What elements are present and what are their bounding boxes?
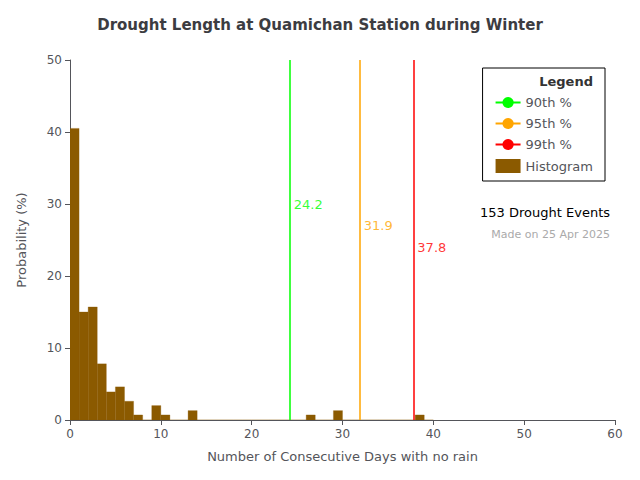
svg-text:153 Drought Events: 153 Drought Events xyxy=(480,205,610,220)
svg-text:10: 10 xyxy=(47,341,62,355)
svg-text:95th %: 95th % xyxy=(526,116,572,131)
svg-text:10: 10 xyxy=(153,427,168,441)
svg-text:50: 50 xyxy=(47,53,62,67)
svg-text:20: 20 xyxy=(47,269,62,283)
svg-text:99th %: 99th % xyxy=(526,137,572,152)
svg-text:Number of Consecutive Days wit: Number of Consecutive Days with no rain xyxy=(207,449,478,464)
svg-text:Probability (%): Probability (%) xyxy=(14,192,29,287)
svg-text:Histogram: Histogram xyxy=(526,159,593,174)
svg-text:30: 30 xyxy=(47,197,62,211)
svg-text:40: 40 xyxy=(47,125,62,139)
svg-text:50: 50 xyxy=(517,427,532,441)
svg-text:40: 40 xyxy=(426,427,441,441)
svg-text:90th %: 90th % xyxy=(526,95,572,110)
svg-text:37.8: 37.8 xyxy=(417,240,446,255)
svg-text:60: 60 xyxy=(607,427,622,441)
svg-text:20: 20 xyxy=(244,427,259,441)
svg-text:24.2: 24.2 xyxy=(294,197,323,212)
svg-text:Made on 25 Apr 2025: Made on 25 Apr 2025 xyxy=(491,228,610,241)
svg-text:0: 0 xyxy=(66,427,74,441)
svg-text:30: 30 xyxy=(335,427,350,441)
svg-text:Legend: Legend xyxy=(539,74,593,89)
svg-text:31.9: 31.9 xyxy=(364,218,393,233)
svg-text:Drought Length at Quamichan St: Drought Length at Quamichan Station duri… xyxy=(97,16,543,34)
svg-text:0: 0 xyxy=(54,413,62,427)
